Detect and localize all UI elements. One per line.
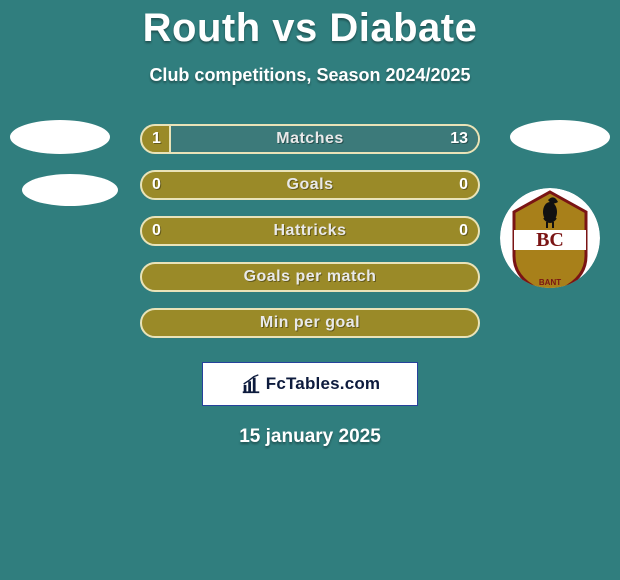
club-right-crest: BC BANT: [500, 178, 600, 298]
stat-left-value: 0: [152, 222, 161, 240]
stat-label: Goals per match: [244, 268, 377, 286]
stat-row: Goals per match: [140, 262, 480, 292]
stat-label: Matches: [276, 130, 344, 148]
page-subtitle: Club competitions, Season 2024/2025: [0, 65, 620, 86]
stat-right-value: 13: [450, 130, 468, 148]
brand-text: FcTables.com: [266, 374, 381, 394]
stat-row: 0 Goals 0: [140, 170, 480, 200]
stat-row: 1 Matches 13: [140, 124, 480, 154]
stats-container: 1 Matches 13 0 Goals 0 0 Hattricks 0 Goa…: [140, 124, 480, 338]
svg-text:BANT: BANT: [539, 278, 561, 287]
stat-right-value: 0: [459, 222, 468, 240]
stat-label: Hattricks: [274, 222, 347, 240]
page-title: Routh vs Diabate: [0, 0, 620, 51]
stat-right-value: 0: [459, 176, 468, 194]
player-right-placeholder: [510, 120, 610, 154]
svg-text:BC: BC: [536, 229, 564, 251]
page-date: 15 january 2025: [0, 426, 620, 448]
stat-left-value: 0: [152, 176, 161, 194]
bar-chart-icon: [240, 373, 262, 395]
player-left-placeholder: [10, 120, 110, 154]
stat-left-value: 1: [152, 130, 161, 148]
stat-row: Min per goal: [140, 308, 480, 338]
stat-row: 0 Hattricks 0: [140, 216, 480, 246]
club-left-placeholder: [22, 174, 118, 206]
stat-label: Goals: [287, 176, 334, 194]
stat-label: Min per goal: [260, 314, 360, 332]
brand-badge[interactable]: FcTables.com: [202, 362, 418, 406]
